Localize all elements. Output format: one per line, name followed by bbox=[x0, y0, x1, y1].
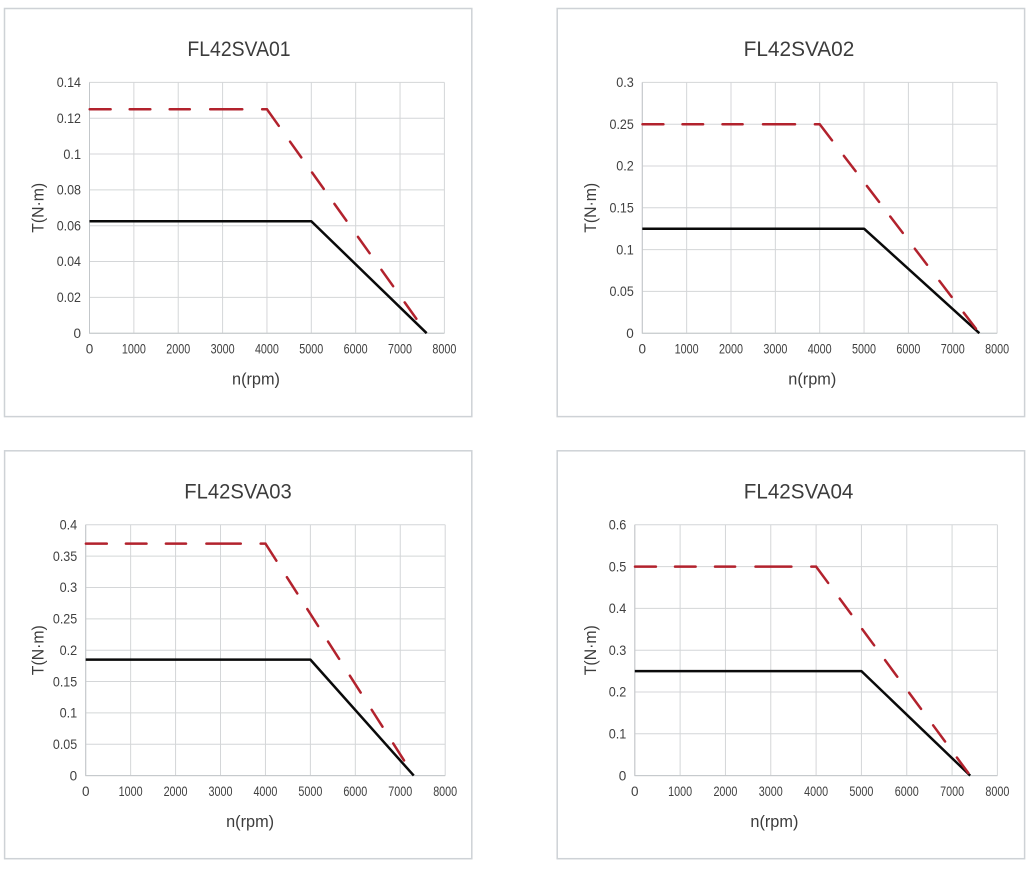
svg-text:n(rpm): n(rpm) bbox=[750, 813, 798, 831]
svg-text:0.02: 0.02 bbox=[57, 290, 81, 305]
svg-text:0: 0 bbox=[619, 768, 627, 783]
svg-text:0.6: 0.6 bbox=[609, 518, 627, 533]
svg-text:0.05: 0.05 bbox=[53, 737, 77, 752]
svg-text:0.1: 0.1 bbox=[616, 242, 634, 257]
svg-text:T(N·m): T(N·m) bbox=[582, 183, 600, 233]
svg-text:0.4: 0.4 bbox=[60, 518, 78, 533]
svg-text:0: 0 bbox=[82, 784, 90, 799]
svg-text:6000: 6000 bbox=[343, 784, 367, 799]
svg-text:0.12: 0.12 bbox=[57, 111, 81, 126]
svg-text:0.14: 0.14 bbox=[57, 75, 82, 90]
svg-text:FL42SVA04: FL42SVA04 bbox=[744, 480, 854, 503]
svg-text:4000: 4000 bbox=[804, 784, 828, 799]
svg-text:n(rpm): n(rpm) bbox=[226, 813, 274, 831]
svg-text:7000: 7000 bbox=[941, 342, 965, 357]
svg-text:8000: 8000 bbox=[432, 342, 456, 357]
svg-text:8000: 8000 bbox=[985, 342, 1009, 357]
svg-text:5000: 5000 bbox=[852, 342, 876, 357]
svg-text:0: 0 bbox=[70, 768, 78, 783]
svg-text:0: 0 bbox=[626, 326, 634, 341]
svg-text:0.3: 0.3 bbox=[616, 75, 634, 90]
svg-text:0.2: 0.2 bbox=[60, 643, 78, 658]
svg-text:2000: 2000 bbox=[719, 342, 743, 357]
svg-text:1000: 1000 bbox=[122, 342, 146, 357]
svg-text:3000: 3000 bbox=[211, 342, 235, 357]
svg-text:0.2: 0.2 bbox=[609, 685, 627, 700]
svg-text:0.3: 0.3 bbox=[609, 643, 627, 658]
svg-text:8000: 8000 bbox=[433, 784, 457, 799]
svg-text:0: 0 bbox=[86, 342, 94, 357]
svg-text:T(N·m): T(N·m) bbox=[582, 625, 600, 675]
svg-text:5000: 5000 bbox=[298, 784, 322, 799]
svg-text:4000: 4000 bbox=[808, 342, 832, 357]
svg-text:2000: 2000 bbox=[166, 342, 190, 357]
svg-text:0.1: 0.1 bbox=[609, 727, 627, 742]
svg-text:T(N·m): T(N·m) bbox=[30, 625, 48, 675]
svg-text:0.15: 0.15 bbox=[610, 201, 634, 216]
svg-text:2000: 2000 bbox=[164, 784, 188, 799]
svg-text:T(N·m): T(N·m) bbox=[30, 183, 48, 233]
svg-text:1000: 1000 bbox=[675, 342, 699, 357]
svg-text:0: 0 bbox=[639, 342, 647, 357]
svg-text:7000: 7000 bbox=[940, 784, 964, 799]
svg-text:0.1: 0.1 bbox=[60, 706, 78, 721]
svg-text:3000: 3000 bbox=[759, 784, 783, 799]
svg-text:5000: 5000 bbox=[299, 342, 323, 357]
svg-text:1000: 1000 bbox=[668, 784, 692, 799]
svg-text:0.25: 0.25 bbox=[610, 117, 634, 132]
svg-text:0.08: 0.08 bbox=[57, 183, 81, 198]
svg-text:0.35: 0.35 bbox=[53, 549, 77, 564]
svg-text:0.05: 0.05 bbox=[610, 284, 634, 299]
svg-text:0: 0 bbox=[631, 784, 639, 799]
svg-text:0.25: 0.25 bbox=[53, 612, 77, 627]
svg-text:0.2: 0.2 bbox=[616, 159, 634, 174]
svg-text:n(rpm): n(rpm) bbox=[232, 371, 280, 389]
svg-text:3000: 3000 bbox=[209, 784, 233, 799]
svg-text:2000: 2000 bbox=[713, 784, 737, 799]
svg-text:0.1: 0.1 bbox=[63, 147, 81, 162]
svg-text:0.15: 0.15 bbox=[53, 674, 77, 689]
svg-text:3000: 3000 bbox=[763, 342, 787, 357]
svg-text:4000: 4000 bbox=[255, 342, 279, 357]
svg-text:0: 0 bbox=[73, 326, 81, 341]
svg-text:n(rpm): n(rpm) bbox=[788, 371, 836, 389]
svg-text:FL42SVA03: FL42SVA03 bbox=[184, 480, 291, 503]
svg-text:0.06: 0.06 bbox=[57, 218, 81, 233]
svg-text:6000: 6000 bbox=[895, 784, 919, 799]
svg-text:0.04: 0.04 bbox=[57, 254, 82, 269]
svg-text:6000: 6000 bbox=[896, 342, 920, 357]
svg-text:6000: 6000 bbox=[344, 342, 368, 357]
svg-text:1000: 1000 bbox=[119, 784, 143, 799]
svg-text:8000: 8000 bbox=[985, 784, 1009, 799]
svg-text:0.5: 0.5 bbox=[609, 559, 627, 574]
svg-text:FL42SVA02: FL42SVA02 bbox=[744, 38, 855, 61]
svg-text:FL42SVA01: FL42SVA01 bbox=[187, 38, 290, 61]
svg-text:7000: 7000 bbox=[388, 784, 412, 799]
svg-text:0.4: 0.4 bbox=[609, 601, 627, 616]
svg-text:5000: 5000 bbox=[849, 784, 873, 799]
svg-text:4000: 4000 bbox=[253, 784, 277, 799]
svg-text:0.3: 0.3 bbox=[60, 580, 78, 595]
svg-text:7000: 7000 bbox=[388, 342, 412, 357]
